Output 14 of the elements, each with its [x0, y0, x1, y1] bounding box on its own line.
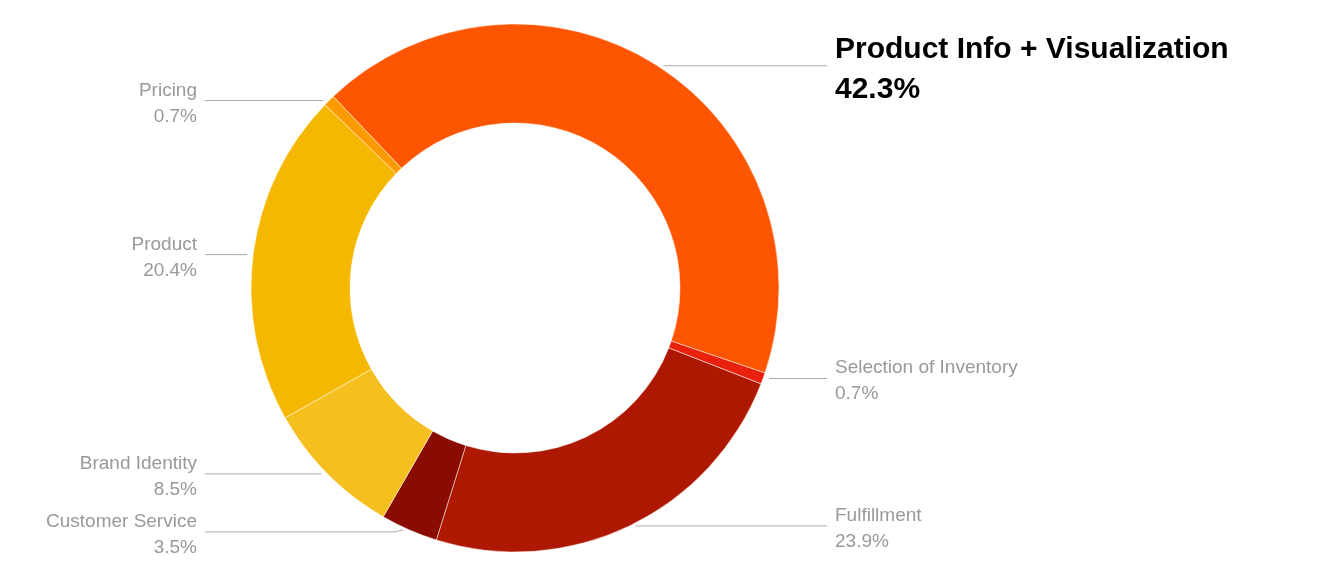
data-label: 0.7%: [835, 382, 879, 404]
slice-label: Pricing: [138, 78, 197, 100]
slice-label: Product: [131, 232, 198, 254]
slice-label: Customer Service: [46, 509, 197, 531]
data-label: 20.4%: [143, 258, 198, 280]
slice-label: Product Info + Visualization: [835, 30, 1229, 64]
data-label: 23.9%: [835, 529, 889, 551]
slice-label: Selection of Inventory: [835, 356, 1019, 378]
slice-label: Fulfillment: [835, 503, 923, 525]
data-label: 0.7%: [153, 104, 198, 126]
data-label: 8.5%: [153, 477, 198, 499]
data-label: 42.3%: [835, 70, 921, 104]
slice-label: Brand Identity: [79, 451, 198, 473]
data-label: 3.5%: [153, 535, 198, 557]
